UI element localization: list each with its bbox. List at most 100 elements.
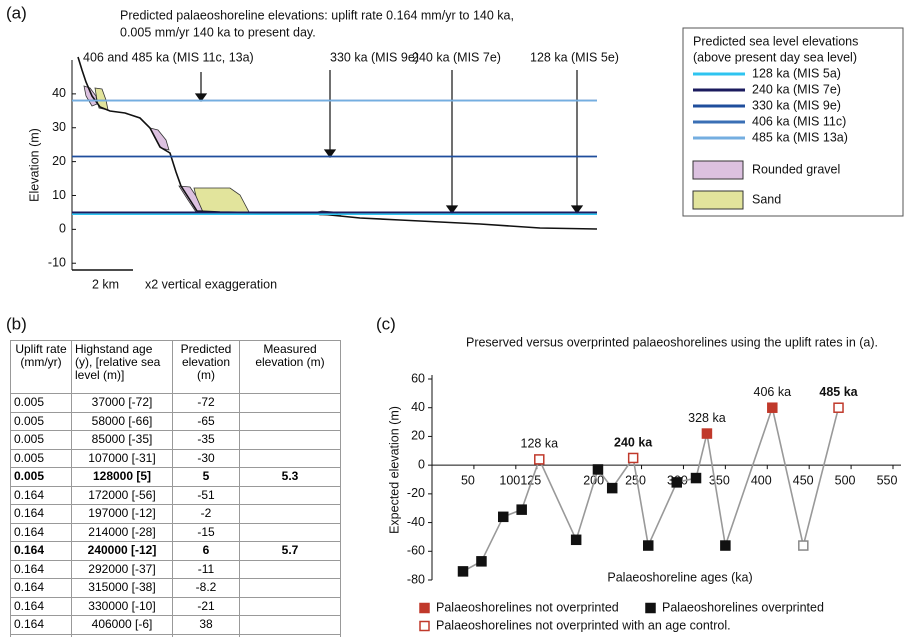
annotation: 330 ka (MIS 9e) — [330, 50, 419, 64]
point-label: 128 ka — [521, 437, 559, 451]
table-row: 0.005 85000 [-35] -35 — [10, 430, 341, 450]
table-cell: 197000 [-12] — [71, 504, 173, 524]
y-axis-label: Expected elevation (m) — [387, 406, 401, 534]
table-cell: 0.005 — [10, 393, 72, 413]
point-marker — [606, 482, 618, 494]
table-row: 0.164 406000 [-6] 38 — [10, 615, 341, 635]
table-row: 0.005 128000 [5] 5 5.3 — [10, 467, 341, 487]
legend-label: Rounded gravel — [752, 162, 840, 176]
table-cell: -2 — [172, 504, 240, 524]
x-tick-label: 500 — [835, 473, 856, 487]
point-label: 328 ka — [688, 411, 726, 425]
table-cell: 85000 [-35] — [71, 430, 173, 450]
legend-swatch — [419, 602, 430, 614]
legend-label: 485 ka (MIS 13a) — [752, 130, 848, 144]
x-tick-label: 250 — [625, 473, 646, 487]
table-row: 0.164 315000 [-38] -8.2 — [10, 578, 341, 598]
point-label: 240 ka — [614, 435, 653, 449]
exaggeration-note: x2 vertical exaggeration — [145, 277, 277, 291]
table-cell: -15 — [172, 522, 240, 542]
y-tick-label: 20 — [52, 154, 66, 168]
y-tick-label: 0 — [59, 222, 66, 236]
x-tick-label: 125 — [520, 473, 541, 487]
header-cell: Highstand age (y), [relative sea level (… — [71, 340, 173, 394]
y-tick-label: -10 — [48, 256, 66, 270]
sand-deposit — [94, 87, 109, 111]
y-axis-label: Elevation (m) — [27, 128, 41, 202]
table-cell: -72 — [172, 393, 240, 413]
table-cell: -11 — [172, 559, 240, 579]
x-axis-label: Palaeoshoreline ages (ka) — [607, 570, 752, 584]
table-cell: 107000 [-31] — [71, 448, 173, 468]
table-cell: 0.164 — [10, 559, 72, 579]
table-cell — [239, 393, 341, 413]
table-cell: 0.164 — [10, 485, 72, 505]
legend-label: Palaeoshorelines overprinted — [662, 600, 824, 614]
panel-label: (b) — [6, 314, 27, 333]
table-cell: 128000 [5] — [71, 467, 173, 487]
chart-title: Preserved versus overprinted palaeoshore… — [466, 335, 878, 349]
header-cell: Measured elevation (m) — [239, 340, 341, 394]
y-tick-label: 30 — [52, 120, 66, 134]
table-cell: -35 — [172, 430, 240, 450]
legend-swatch — [692, 160, 744, 180]
header-cell: Predicted elevation (m) — [172, 340, 240, 394]
y-tick-label: 40 — [411, 400, 425, 414]
scale-bar-label: 2 km — [92, 277, 119, 291]
legend-title: (above present day sea level) — [693, 50, 857, 64]
x-tick-label: 400 — [751, 473, 772, 487]
table-cell: -65 — [172, 411, 240, 431]
table-cell: 0.005 — [10, 448, 72, 468]
table-cell — [239, 578, 341, 598]
point-marker — [671, 477, 682, 488]
point-marker — [476, 556, 487, 567]
table-row: 0.164 197000 [-12] -2 — [10, 504, 341, 524]
x-tick-label: 550 — [877, 473, 898, 487]
point-marker — [627, 452, 639, 464]
profile-line — [77, 56, 598, 230]
table-cell: 0.005 — [10, 467, 72, 487]
y-tick-label: 10 — [52, 188, 66, 202]
table-cell — [239, 615, 341, 635]
table-cell — [239, 596, 341, 616]
point-marker — [720, 540, 731, 551]
legend-label: Palaeoshorelines not overprinted with an… — [436, 618, 731, 632]
y-tick-label: 60 — [411, 371, 425, 385]
legend-label: 406 ka (MIS 11c) — [752, 114, 846, 128]
table-cell: 0.164 — [10, 541, 72, 561]
panel-label: (c) — [376, 314, 396, 333]
y-tick-label: -20 — [407, 486, 425, 500]
sand-deposit — [193, 187, 250, 213]
point-marker — [534, 454, 545, 465]
table-cell — [239, 485, 341, 505]
data-table: Uplift rate (mm/yr) Highstand age (y), [r… — [10, 340, 341, 637]
table-cell: 0.164 — [10, 522, 72, 542]
legend-label: 240 ka (MIS 7e) — [752, 82, 841, 96]
legend-swatch — [419, 620, 430, 632]
point-marker — [570, 534, 582, 546]
table-cell: 0.164 — [10, 578, 72, 598]
table-cell: 240000 [-12] — [71, 541, 173, 561]
header-cell: Uplift rate (mm/yr) — [10, 340, 72, 394]
y-tick-label: 40 — [52, 86, 66, 100]
table-cell: 38 — [172, 615, 240, 635]
table-cell — [239, 411, 341, 431]
y-tick-label: 20 — [411, 429, 425, 443]
table-row: 0.164 292000 [-37] -11 — [10, 559, 341, 579]
table-cell: 315000 [-38] — [71, 578, 173, 598]
point-marker — [833, 402, 844, 413]
legend-label: 128 ka (MIS 5a) — [752, 66, 841, 80]
table-row: 0.164 172000 [-56] -51 — [10, 485, 341, 505]
point-marker — [798, 540, 809, 551]
arrow-head — [445, 205, 459, 215]
table-cell: -30 — [172, 448, 240, 468]
point-marker — [457, 566, 469, 577]
point-marker — [497, 511, 509, 523]
table-cell — [239, 430, 341, 450]
table-cell — [239, 559, 341, 579]
point-marker — [690, 472, 702, 484]
legend-label: Sand — [752, 192, 781, 206]
legend-title: Predicted sea level elevations — [693, 34, 858, 48]
y-tick-label: -60 — [407, 544, 425, 558]
table-row: 0.164 240000 [-12] 6 5.7 — [10, 541, 341, 561]
